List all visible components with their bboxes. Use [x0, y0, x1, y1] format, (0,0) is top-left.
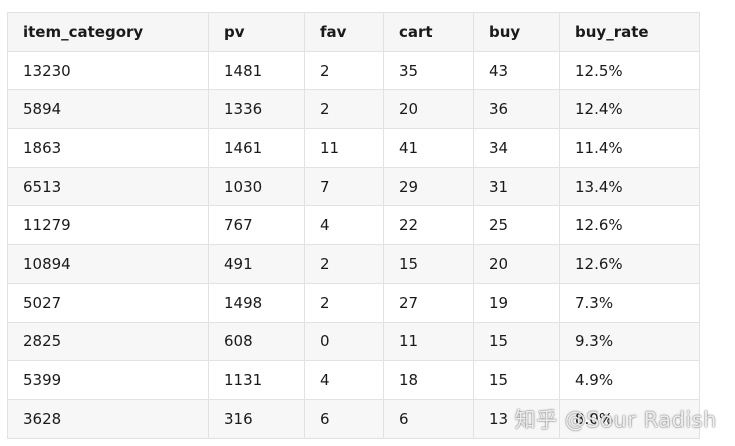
cell-fav: 0 — [304, 321, 384, 362]
cell-buy-rate: 13.4% — [559, 166, 700, 207]
header-fav: fav — [304, 12, 384, 52]
cell-buy: 25 — [473, 205, 560, 246]
cell-buy-rate: 12.5% — [559, 50, 700, 91]
cell-pv: 767 — [208, 205, 305, 246]
cell-item-category: 1863 — [7, 128, 209, 168]
cell-buy: 34 — [473, 128, 560, 168]
cell-item-category: 3628 — [7, 398, 209, 439]
cell-cart: 6 — [383, 398, 474, 439]
cell-pv: 1030 — [208, 166, 305, 207]
cell-buy: 36 — [473, 89, 560, 130]
cell-pv: 491 — [208, 244, 305, 284]
cell-item-category: 11279 — [7, 205, 209, 246]
cell-cart: 15 — [383, 244, 474, 284]
cell-item-category: 2825 — [7, 321, 209, 362]
cell-buy-rate: 7.3% — [559, 282, 700, 323]
cell-item-category: 5399 — [7, 360, 209, 400]
cell-buy-rate: 12.6% — [559, 244, 700, 284]
watermark: 知乎 @Sour Radish — [514, 408, 717, 432]
cell-fav: 4 — [304, 360, 384, 400]
cell-fav: 6 — [304, 398, 384, 439]
cell-fav: 4 — [304, 205, 384, 246]
cell-buy: 19 — [473, 282, 560, 323]
cell-buy: 13 — [473, 398, 560, 439]
cell-cart: 20 — [383, 89, 474, 130]
cell-pv: 316 — [208, 398, 305, 439]
table-row: 2825 608 0 11 15 9.3% — [7, 321, 700, 362]
cell-cart: 27 — [383, 282, 474, 323]
table-row: 10894 491 2 15 20 12.6% — [7, 244, 700, 284]
table-row: 11279 767 4 22 25 12.6% — [7, 205, 700, 246]
cell-cart: 22 — [383, 205, 474, 246]
cell-cart: 35 — [383, 50, 474, 91]
cell-item-category: 13230 — [7, 50, 209, 91]
cell-buy: 31 — [473, 166, 560, 207]
cell-cart: 11 — [383, 321, 474, 362]
cell-buy: 15 — [473, 360, 560, 400]
cell-cart: 18 — [383, 360, 474, 400]
cell-fav: 2 — [304, 50, 384, 91]
cell-buy-rate: 4.9% — [559, 360, 700, 400]
header-buy-rate: buy_rate — [559, 12, 700, 52]
cell-buy-rate: 12.6% — [559, 205, 700, 246]
cell-buy: 43 — [473, 50, 560, 91]
data-table: item_category pv fav cart buy buy_rate 1… — [7, 12, 700, 439]
cell-item-category: 6513 — [7, 166, 209, 207]
cell-buy-rate: 9.3% — [559, 321, 700, 362]
cell-item-category: 5894 — [7, 89, 209, 130]
cell-buy-rate: 11.4% — [559, 128, 700, 168]
header-item-category: item_category — [7, 12, 209, 52]
cell-buy-rate: 8.0% — [559, 398, 700, 439]
table-row: 1863 1461 11 41 34 11.4% — [7, 128, 700, 168]
cell-fav: 2 — [304, 244, 384, 284]
cell-item-category: 5027 — [7, 282, 209, 323]
table-row: 5894 1336 2 20 36 12.4% — [7, 89, 700, 130]
table-row: 3628 316 6 6 13 8.0% — [7, 398, 700, 439]
table-row: 6513 1030 7 29 31 13.4% — [7, 166, 700, 207]
header-row: item_category pv fav cart buy buy_rate — [7, 12, 700, 52]
cell-pv: 1481 — [208, 50, 305, 91]
cell-item-category: 10894 — [7, 244, 209, 284]
header-cart: cart — [383, 12, 474, 52]
header-pv: pv — [208, 12, 305, 52]
cell-cart: 29 — [383, 166, 474, 207]
cell-pv: 608 — [208, 321, 305, 362]
cell-fav: 2 — [304, 282, 384, 323]
cell-buy: 15 — [473, 321, 560, 362]
cell-buy-rate: 12.4% — [559, 89, 700, 130]
cell-pv: 1131 — [208, 360, 305, 400]
table-row: 5027 1498 2 27 19 7.3% — [7, 282, 700, 323]
cell-fav: 11 — [304, 128, 384, 168]
cell-cart: 41 — [383, 128, 474, 168]
cell-pv: 1336 — [208, 89, 305, 130]
cell-pv: 1461 — [208, 128, 305, 168]
header-buy: buy — [473, 12, 560, 52]
cell-fav: 2 — [304, 89, 384, 130]
cell-fav: 7 — [304, 166, 384, 207]
table-row: 5399 1131 4 18 15 4.9% — [7, 360, 700, 400]
cell-buy: 20 — [473, 244, 560, 284]
cell-pv: 1498 — [208, 282, 305, 323]
table-row: 13230 1481 2 35 43 12.5% — [7, 50, 700, 91]
